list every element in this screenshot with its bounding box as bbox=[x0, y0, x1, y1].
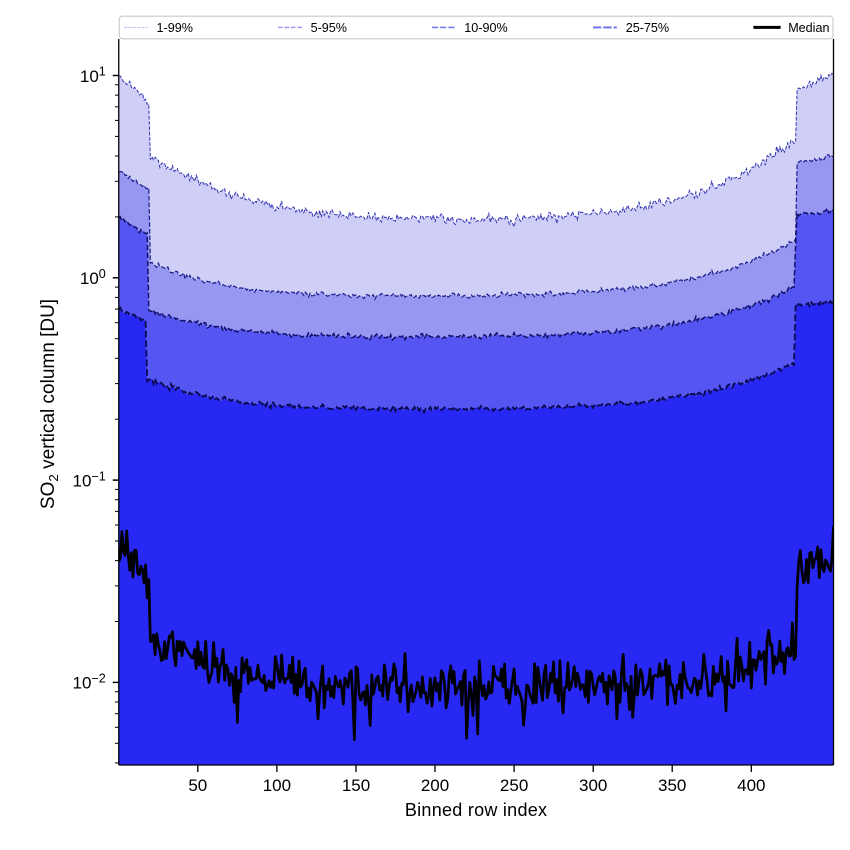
svg-text:25-75%: 25-75% bbox=[626, 21, 669, 35]
svg-text:200: 200 bbox=[421, 776, 449, 795]
svg-text:400: 400 bbox=[737, 776, 765, 795]
svg-text:Median: Median bbox=[788, 21, 829, 35]
svg-text:Binned row index: Binned row index bbox=[405, 800, 547, 820]
svg-text:5-95%: 5-95% bbox=[311, 21, 347, 35]
svg-text:10-90%: 10-90% bbox=[464, 21, 507, 35]
svg-text:250: 250 bbox=[500, 776, 528, 795]
svg-text:100: 100 bbox=[263, 776, 291, 795]
svg-text:300: 300 bbox=[579, 776, 607, 795]
svg-text:50: 50 bbox=[188, 776, 207, 795]
svg-text:350: 350 bbox=[658, 776, 686, 795]
svg-text:150: 150 bbox=[342, 776, 370, 795]
svg-text:SO2 vertical column [DU]: SO2 vertical column [DU] bbox=[38, 299, 61, 509]
svg-text:1-99%: 1-99% bbox=[157, 21, 193, 35]
